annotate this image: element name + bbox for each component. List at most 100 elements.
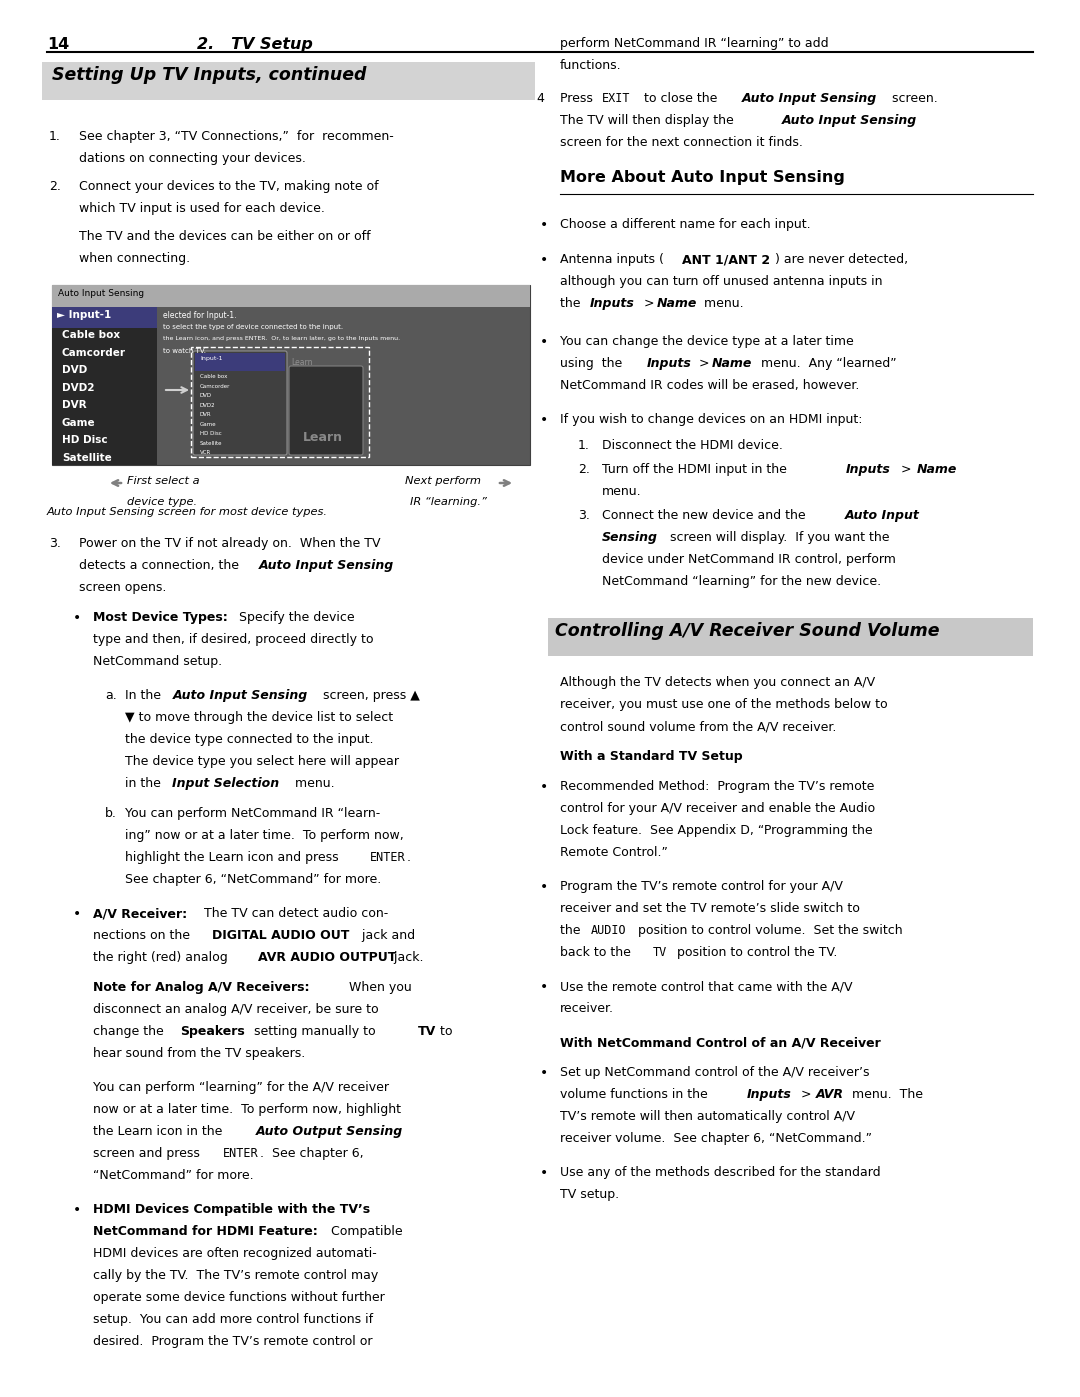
FancyBboxPatch shape — [52, 285, 530, 307]
Text: menu.  The: menu. The — [848, 1088, 923, 1101]
Text: the: the — [561, 298, 584, 310]
Text: Note for Analog A/V Receivers:: Note for Analog A/V Receivers: — [93, 981, 314, 995]
Text: device under NetCommand IR control, perform: device under NetCommand IR control, perf… — [602, 553, 896, 566]
Text: Use any of the methods described for the standard: Use any of the methods described for the… — [561, 1166, 880, 1179]
Text: receiver and set the TV remote’s slide switch to: receiver and set the TV remote’s slide s… — [561, 902, 860, 915]
Text: in the: in the — [125, 777, 165, 789]
Text: VCR: VCR — [62, 469, 85, 481]
Text: With NetCommand Control of an A/V Receiver: With NetCommand Control of an A/V Receiv… — [561, 1037, 881, 1049]
Text: Auto Input Sensing: Auto Input Sensing — [259, 559, 394, 571]
Text: menu.: menu. — [602, 485, 642, 497]
Text: 2.   TV Setup: 2. TV Setup — [197, 36, 313, 52]
Text: Game: Game — [200, 422, 217, 426]
Text: to watch TV.: to watch TV. — [163, 348, 206, 353]
Text: jack and: jack and — [357, 929, 415, 942]
Text: TV: TV — [418, 1025, 436, 1038]
FancyBboxPatch shape — [195, 353, 285, 372]
Text: Antenna inputs (: Antenna inputs ( — [561, 253, 664, 265]
Text: Use the remote control that came with the A/V: Use the remote control that came with th… — [561, 981, 852, 993]
Text: functions.: functions. — [561, 59, 622, 73]
Text: receiver volume.  See chapter 6, “NetCommand.”: receiver volume. See chapter 6, “NetComm… — [561, 1132, 872, 1146]
Text: >: > — [897, 462, 916, 476]
Text: .: . — [407, 851, 411, 863]
Text: TV’s remote will then automatically control A/V: TV’s remote will then automatically cont… — [561, 1111, 855, 1123]
Text: Learn: Learn — [291, 358, 312, 367]
Text: elected for Input-1.: elected for Input-1. — [163, 312, 237, 320]
Text: •: • — [540, 880, 549, 894]
Text: Connect your devices to the TV, making note of: Connect your devices to the TV, making n… — [79, 180, 379, 193]
Text: HD Disc: HD Disc — [62, 434, 108, 446]
Text: DIGITAL AUDIO OUT: DIGITAL AUDIO OUT — [212, 929, 349, 942]
Text: NetCommand IR codes will be erased, however.: NetCommand IR codes will be erased, howe… — [561, 379, 860, 393]
Text: 4: 4 — [536, 92, 544, 105]
Text: 3.: 3. — [49, 536, 60, 550]
Text: menu.: menu. — [700, 298, 744, 310]
Text: Auto Input Sensing: Auto Input Sensing — [782, 115, 917, 127]
Text: Camcorder: Camcorder — [62, 348, 126, 358]
Text: Turn off the HDMI input in the: Turn off the HDMI input in the — [602, 462, 791, 476]
Text: the: the — [561, 923, 584, 937]
Text: b.: b. — [105, 807, 117, 820]
Text: menu.: menu. — [291, 777, 335, 789]
Text: See chapter 3, “TV Connections,”  for  recommen-: See chapter 3, “TV Connections,” for rec… — [79, 130, 394, 142]
Text: Inputs: Inputs — [747, 1088, 792, 1101]
Text: cally by the TV.  The TV’s remote control may: cally by the TV. The TV’s remote control… — [93, 1268, 378, 1282]
Text: Setting Up TV Inputs, continued: Setting Up TV Inputs, continued — [52, 66, 366, 84]
Text: Input Selection: Input Selection — [172, 777, 279, 789]
Text: type and then, if desired, proceed directly to: type and then, if desired, proceed direc… — [93, 633, 374, 645]
Text: Auto Input Sensing: Auto Input Sensing — [58, 289, 144, 298]
Text: Sensing: Sensing — [602, 531, 658, 543]
Text: now or at a later time.  To perform now, highlight: now or at a later time. To perform now, … — [93, 1104, 401, 1116]
Text: ► Input-1: ► Input-1 — [57, 310, 111, 320]
Text: Set up NetCommand control of the A/V receiver’s: Set up NetCommand control of the A/V rec… — [561, 1066, 869, 1078]
Text: •: • — [73, 610, 81, 624]
Text: Cable box: Cable box — [62, 330, 120, 339]
Text: When you: When you — [345, 981, 411, 995]
Text: Game: Game — [62, 418, 96, 427]
Text: desired.  Program the TV’s remote control or: desired. Program the TV’s remote control… — [93, 1336, 373, 1348]
Text: ing” now or at a later time.  To perform now,: ing” now or at a later time. To perform … — [125, 828, 404, 842]
Text: although you can turn off unused antenna inputs in: although you can turn off unused antenna… — [561, 275, 882, 288]
Text: 3.: 3. — [578, 509, 590, 522]
Text: detects a connection, the: detects a connection, the — [79, 559, 243, 571]
Text: menu.  Any “learned”: menu. Any “learned” — [757, 358, 896, 370]
Text: In the: In the — [125, 689, 165, 703]
Bar — [191, 346, 369, 457]
Text: •: • — [540, 981, 549, 995]
Text: Most Device Types:: Most Device Types: — [93, 610, 232, 624]
Text: Connect the new device and the: Connect the new device and the — [602, 509, 810, 522]
Text: perform NetCommand IR “learning” to add: perform NetCommand IR “learning” to add — [561, 36, 828, 50]
Text: the Learn icon in the: the Learn icon in the — [93, 1125, 227, 1139]
Text: screen and press: screen and press — [93, 1147, 204, 1160]
Text: A/V Receiver:: A/V Receiver: — [93, 907, 191, 921]
Text: AVR: AVR — [816, 1088, 843, 1101]
Text: DVD: DVD — [200, 393, 212, 398]
Text: nections on the: nections on the — [93, 929, 194, 942]
Text: receiver.: receiver. — [561, 1002, 615, 1016]
FancyBboxPatch shape — [52, 307, 157, 328]
Text: Learn: Learn — [303, 432, 343, 444]
Text: Inputs: Inputs — [846, 462, 891, 476]
Text: the right (red) analog: the right (red) analog — [93, 951, 232, 964]
Text: You can change the device type at a later time: You can change the device type at a late… — [561, 335, 854, 348]
Text: See chapter 6, “NetCommand” for more.: See chapter 6, “NetCommand” for more. — [125, 873, 381, 886]
FancyBboxPatch shape — [289, 366, 363, 455]
Text: ENTER: ENTER — [370, 851, 406, 863]
Text: setup.  You can add more control functions if: setup. You can add more control function… — [93, 1313, 373, 1326]
Text: Program the TV’s remote control for your A/V: Program the TV’s remote control for your… — [561, 880, 842, 893]
Text: highlight the Learn icon and press: highlight the Learn icon and press — [125, 851, 342, 863]
Text: Next perform: Next perform — [405, 476, 481, 486]
Text: First select a: First select a — [127, 476, 200, 486]
Text: DVD: DVD — [62, 365, 87, 374]
Text: •: • — [540, 218, 549, 232]
FancyBboxPatch shape — [52, 307, 157, 465]
FancyBboxPatch shape — [548, 617, 1032, 657]
Text: The device type you select here will appear: The device type you select here will app… — [125, 754, 399, 768]
Text: disconnect an analog A/V receiver, be sure to: disconnect an analog A/V receiver, be su… — [93, 1003, 379, 1016]
Text: Auto Input Sensing: Auto Input Sensing — [742, 92, 877, 105]
Text: the device type connected to the input.: the device type connected to the input. — [125, 733, 374, 746]
Text: to select the type of device connected to the input.: to select the type of device connected t… — [163, 324, 343, 330]
Text: Press: Press — [561, 92, 597, 105]
Text: AVR AUDIO OUTPUT: AVR AUDIO OUTPUT — [258, 951, 396, 964]
Text: Camcorder: Camcorder — [200, 384, 230, 388]
